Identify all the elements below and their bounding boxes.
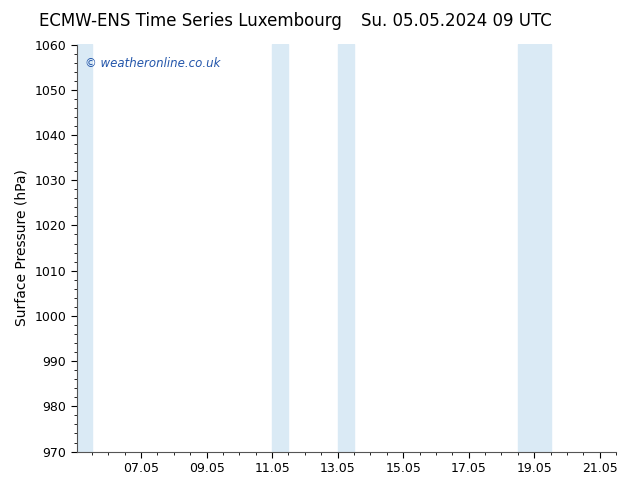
Text: ECMW-ENS Time Series Luxembourg: ECMW-ENS Time Series Luxembourg [39,12,342,30]
Y-axis label: Surface Pressure (hPa): Surface Pressure (hPa) [15,170,29,326]
Bar [534,45,550,452]
Bar [272,45,288,452]
Text: © weatheronline.co.uk: © weatheronline.co.uk [85,57,220,70]
Text: Su. 05.05.2024 09 UTC: Su. 05.05.2024 09 UTC [361,12,552,30]
Bar [518,45,534,452]
Bar [77,45,92,452]
Bar [337,45,354,452]
